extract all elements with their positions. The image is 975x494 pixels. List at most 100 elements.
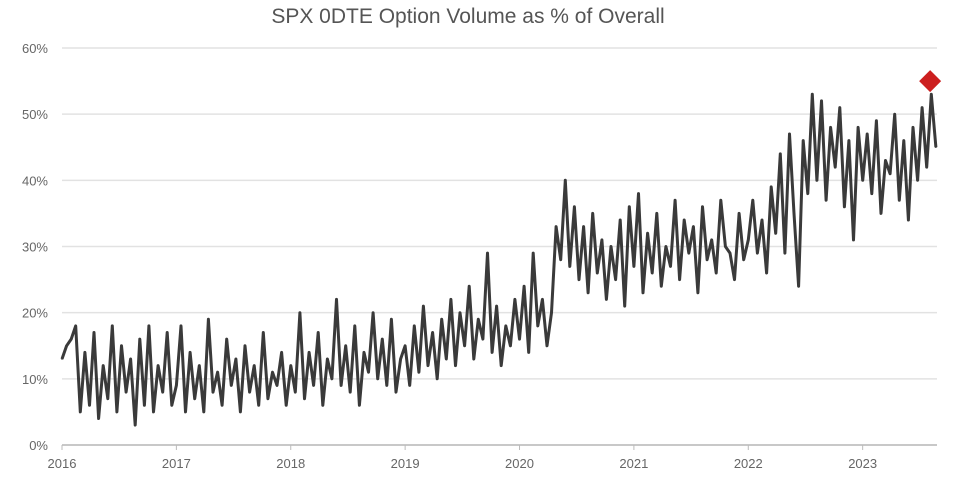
data-point bbox=[591, 212, 594, 215]
data-point bbox=[935, 146, 937, 149]
data-point bbox=[235, 358, 237, 360]
data-point bbox=[152, 411, 155, 413]
data-point bbox=[697, 292, 699, 294]
y-tick-label: 30% bbox=[22, 240, 48, 255]
data-point bbox=[834, 166, 837, 168]
data-point bbox=[852, 239, 855, 241]
data-point bbox=[898, 199, 901, 201]
data-point bbox=[180, 325, 182, 327]
data-point bbox=[285, 404, 287, 407]
data-point bbox=[125, 391, 127, 393]
data-point bbox=[912, 126, 914, 129]
data-point bbox=[724, 245, 727, 248]
data-point bbox=[454, 364, 457, 367]
data-point bbox=[244, 344, 246, 347]
data-point bbox=[559, 258, 562, 261]
data-point bbox=[440, 318, 443, 321]
data-point bbox=[770, 186, 772, 188]
data-point bbox=[129, 358, 132, 360]
data-point bbox=[225, 338, 228, 340]
data-point bbox=[903, 139, 905, 142]
data-point bbox=[349, 391, 352, 393]
data-point bbox=[468, 285, 470, 288]
y-tick-label: 0% bbox=[29, 438, 48, 453]
data-point bbox=[74, 325, 77, 327]
x-tick-label: 2018 bbox=[276, 456, 305, 471]
y-tick-label: 20% bbox=[22, 306, 48, 321]
data-point bbox=[239, 411, 242, 413]
data-point bbox=[655, 212, 658, 215]
data-point bbox=[614, 278, 617, 281]
data-point bbox=[838, 106, 841, 109]
data-point bbox=[184, 411, 187, 413]
data-point bbox=[413, 325, 416, 327]
data-point bbox=[372, 311, 374, 314]
data-point bbox=[884, 159, 887, 162]
data-point bbox=[303, 397, 306, 400]
data-point bbox=[692, 225, 695, 228]
data-point bbox=[376, 378, 379, 380]
data-point bbox=[138, 338, 141, 340]
data-point bbox=[637, 192, 640, 195]
data-point bbox=[930, 93, 933, 96]
data-point bbox=[550, 311, 553, 314]
data-point bbox=[752, 199, 754, 201]
x-tick-label: 2021 bbox=[619, 456, 648, 471]
x-axis: 2016 2017 2018 2019 2020 2021 2022 2023 bbox=[48, 444, 937, 471]
data-point bbox=[546, 344, 548, 347]
data-point bbox=[326, 358, 329, 360]
data-point bbox=[825, 199, 827, 201]
data-point bbox=[843, 206, 846, 208]
data-point bbox=[784, 252, 786, 254]
data-point bbox=[587, 292, 589, 294]
data-point bbox=[463, 344, 466, 347]
data-point bbox=[166, 331, 169, 334]
data-point bbox=[477, 318, 480, 321]
x-tick-label: 2016 bbox=[48, 456, 77, 471]
data-point bbox=[367, 371, 370, 374]
data-point bbox=[710, 239, 713, 241]
data-point bbox=[193, 397, 196, 400]
data-point bbox=[651, 272, 653, 274]
data-point bbox=[386, 384, 388, 387]
data-point bbox=[555, 225, 557, 228]
data-point bbox=[564, 179, 567, 182]
data-point bbox=[765, 272, 768, 274]
data-point bbox=[358, 404, 361, 407]
data-point bbox=[436, 378, 438, 380]
data-point bbox=[893, 113, 896, 115]
data-point bbox=[486, 252, 489, 254]
data-point bbox=[619, 219, 621, 221]
data-point bbox=[793, 212, 795, 215]
data-point bbox=[408, 384, 411, 387]
x-tick-label: 2023 bbox=[848, 456, 877, 471]
data-point bbox=[605, 298, 608, 301]
data-point bbox=[111, 325, 114, 327]
data-point bbox=[84, 351, 86, 354]
y-axis: 0% 10% 20% 30% 40% 50% 60% bbox=[22, 41, 48, 453]
data-point bbox=[628, 206, 631, 208]
data-point bbox=[390, 318, 393, 321]
data-point bbox=[802, 139, 804, 142]
data-point bbox=[450, 298, 452, 301]
data-point bbox=[79, 411, 82, 413]
data-point bbox=[857, 126, 859, 129]
data-point bbox=[747, 239, 750, 241]
data-point bbox=[715, 272, 718, 274]
data-point bbox=[161, 391, 164, 393]
data-point bbox=[335, 298, 338, 301]
series-line bbox=[60, 92, 938, 427]
data-point bbox=[445, 358, 448, 360]
data-point bbox=[427, 364, 429, 367]
data-point bbox=[280, 351, 283, 354]
data-point bbox=[61, 358, 63, 360]
data-point bbox=[532, 252, 535, 254]
data-point bbox=[143, 404, 146, 407]
data-point bbox=[610, 245, 612, 248]
data-point bbox=[811, 93, 814, 96]
data-point bbox=[706, 258, 708, 261]
data-point bbox=[797, 285, 800, 288]
data-point bbox=[683, 219, 686, 221]
data-point bbox=[916, 179, 919, 182]
data-point bbox=[418, 371, 420, 374]
